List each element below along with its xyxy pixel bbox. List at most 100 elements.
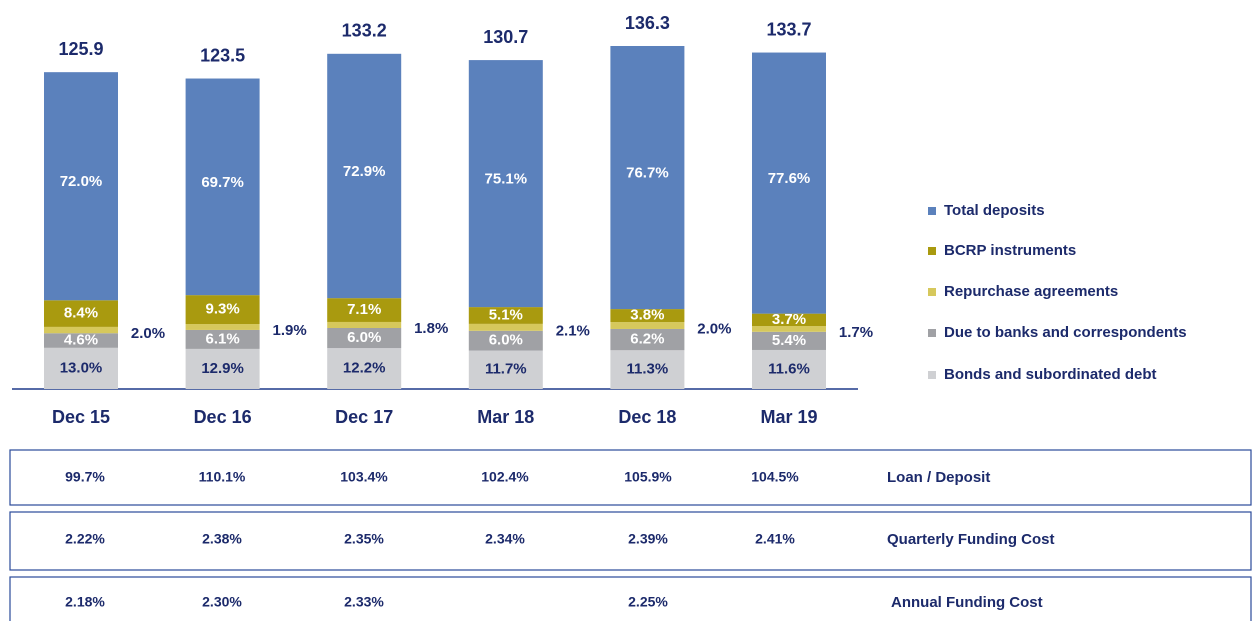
legend-swatch [928, 371, 936, 379]
table-cell: 110.1% [199, 469, 246, 485]
bar-segment [44, 326, 118, 334]
data-label: 72.9% [343, 163, 386, 180]
data-label: 5.4% [772, 332, 806, 349]
table-cell: 2.33% [344, 594, 384, 610]
bar-segment [610, 309, 685, 323]
table-cell: 2.38% [202, 531, 242, 547]
data-label: 76.7% [626, 165, 669, 182]
x-tick-label: Dec 18 [618, 407, 676, 427]
table-cell: 2.30% [202, 594, 242, 610]
row-label: Annual Funding Cost [891, 594, 1043, 611]
bar-segment [610, 322, 685, 329]
bar-segment [185, 348, 260, 389]
table-cell: 105.9% [624, 469, 672, 485]
table-cell: 104.5% [751, 469, 799, 485]
x-tick-label: Dec 15 [52, 407, 110, 427]
data-label: 6.0% [489, 332, 523, 349]
bar-segment [44, 333, 118, 348]
bar-segment [185, 324, 260, 330]
data-label: 6.0% [347, 329, 381, 346]
legend-label: Due to banks and correspondents [944, 324, 1187, 341]
data-label: 8.4% [64, 305, 98, 322]
row-label: Quarterly Funding Cost [887, 531, 1055, 548]
data-label: 5.1% [489, 306, 523, 323]
bar-segment [185, 329, 260, 349]
total-label: 136.3 [625, 13, 670, 33]
legend-swatch [928, 288, 936, 296]
x-tick-label: Dec 16 [194, 407, 252, 427]
bar-segment [44, 300, 118, 327]
bar-segment [44, 347, 118, 389]
table-cell: 2.34% [485, 531, 525, 547]
bar-segment [752, 349, 826, 389]
bar-segment [610, 46, 685, 310]
bar-segment [44, 72, 118, 301]
bar-segment [468, 330, 543, 351]
table-cell: 99.7% [65, 469, 105, 485]
x-tick-label: Mar 19 [760, 407, 817, 427]
table-cell: 2.18% [65, 594, 105, 610]
data-label: 4.6% [64, 331, 98, 348]
table-cell: 2.39% [628, 531, 668, 547]
bar-segment [185, 78, 260, 296]
data-label: 2.0% [697, 321, 731, 338]
bar-segment [185, 295, 260, 325]
legend-label: Repurchase agreements [944, 283, 1118, 300]
bar-segment [468, 307, 543, 324]
data-label: 11.7% [485, 361, 527, 378]
bar-segment [752, 331, 826, 350]
data-label: 2.1% [556, 322, 590, 339]
table-row-box [9, 449, 1252, 506]
bar-segment [327, 327, 402, 349]
data-label: 1.7% [839, 324, 873, 341]
data-label: 12.2% [343, 360, 386, 377]
data-label: 12.9% [201, 360, 244, 377]
bar-segment [327, 53, 402, 299]
data-label: 77.6% [768, 170, 811, 187]
bar-segment [752, 326, 826, 332]
bar-segment [327, 321, 402, 328]
data-label: 13.0% [60, 359, 103, 376]
bar-segment [327, 298, 402, 322]
total-label: 125.9 [58, 39, 103, 59]
total-label: 133.7 [766, 19, 811, 39]
legend-label: Bonds and subordinated debt [944, 366, 1157, 383]
data-label: 2.0% [131, 325, 165, 342]
data-label: 6.2% [630, 331, 664, 348]
legend-swatch [928, 207, 936, 215]
data-label: 11.3% [627, 361, 669, 378]
bar-segment [610, 328, 685, 351]
table-cell: 102.4% [481, 469, 529, 485]
table-cell: 2.25% [628, 594, 668, 610]
row-label: Loan / Deposit [887, 469, 990, 486]
data-label: 6.1% [205, 330, 239, 347]
table-row-box [9, 511, 1252, 571]
data-label: 7.1% [347, 301, 381, 318]
table-cell: 2.41% [755, 531, 795, 547]
data-label: 3.8% [630, 307, 664, 324]
bar-segment [468, 323, 543, 331]
legend-swatch [928, 247, 936, 255]
bar-segment [468, 350, 543, 389]
data-label: 9.3% [205, 301, 239, 318]
data-label: 1.8% [414, 320, 448, 337]
data-label: 72.0% [60, 173, 103, 190]
bar-segment [752, 52, 826, 314]
data-label: 1.9% [272, 322, 306, 339]
total-label: 133.2 [342, 21, 387, 41]
legend-swatch [928, 329, 936, 337]
table-row-box [9, 576, 1252, 621]
data-label: 3.7% [772, 311, 806, 328]
table-cell: 2.35% [344, 531, 384, 547]
table-cell: 2.22% [65, 531, 105, 547]
x-tick-label: Dec 17 [335, 407, 393, 427]
table-cell: 103.4% [340, 469, 388, 485]
data-label: 75.1% [485, 171, 528, 188]
bar-segment [752, 313, 826, 327]
data-label: 11.6% [768, 360, 810, 377]
total-label: 123.5 [200, 45, 245, 65]
total-label: 130.7 [483, 27, 528, 47]
legend-label: BCRP instruments [944, 242, 1076, 259]
x-tick-label: Mar 18 [477, 407, 534, 427]
